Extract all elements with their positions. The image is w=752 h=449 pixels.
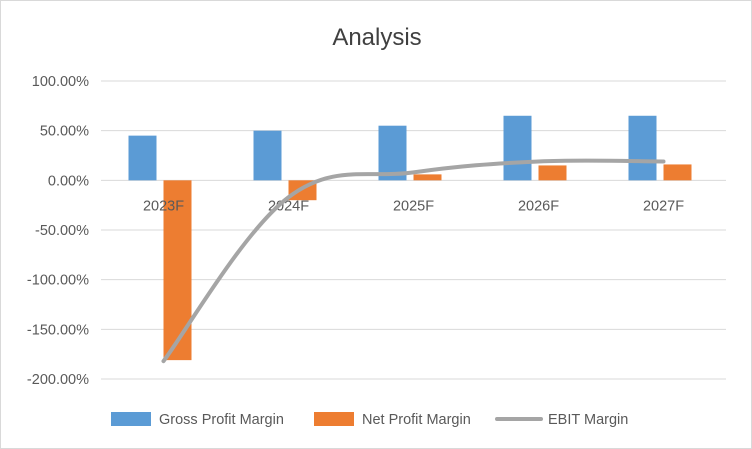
x-tick-label: 2026F [518, 198, 559, 214]
bar-gross-profit-margin-2026f [503, 115, 532, 181]
bar-gross-profit-margin-2025f [378, 125, 407, 181]
legend: Gross Profit Margin Net Profit Margin EBIT… [111, 412, 628, 428]
bar-net-profit-margin-2027f [663, 164, 692, 181]
y-tick-label: -50.00% [35, 223, 89, 239]
ebit-line-layer [161, 158, 666, 364]
line-ebit-margin [161, 158, 666, 364]
bar-net-profit-margin-2026f [538, 165, 567, 181]
legend-label: Net Profit Margin [362, 412, 471, 428]
y-tick-label: -100.00% [27, 273, 89, 289]
legend-item-gross-profit-margin: Gross Profit Margin [111, 412, 284, 428]
bar-gross-profit-margin-2027f [628, 115, 657, 181]
x-tick-label: 2027F [643, 198, 684, 214]
y-axis-tick-labels: 100.00% 50.00% 0.00% -50.00% -100.00% -150.00… [27, 74, 89, 388]
x-axis-tick-labels: 2023F 2024F 2025F 2026F 2027F [143, 198, 684, 214]
y-tick-label: 100.00% [32, 74, 89, 90]
y-tick-label: 50.00% [40, 124, 89, 140]
bar-gross-profit-margin-2023f [128, 135, 157, 181]
legend-swatch [314, 412, 354, 426]
x-tick-label: 2023F [143, 198, 184, 214]
bar-gross-profit-margin-2024f [253, 130, 282, 181]
y-tick-label: 0.00% [48, 173, 89, 189]
x-tick-label: 2024F [268, 198, 309, 214]
x-tick-label: 2025F [393, 198, 434, 214]
legend-label: EBIT Margin [548, 412, 628, 428]
y-tick-label: -150.00% [27, 322, 89, 338]
bar-net-profit-margin-2025f [413, 174, 442, 181]
y-tick-label: -200.00% [27, 372, 89, 388]
legend-swatch [111, 412, 151, 426]
legend-label: Gross Profit Margin [159, 412, 284, 428]
bars [128, 115, 692, 361]
chart-title: Analysis [332, 24, 421, 51]
legend-item-ebit-margin: EBIT Margin [495, 412, 628, 428]
legend-item-net-profit-margin: Net Profit Margin [314, 412, 471, 428]
